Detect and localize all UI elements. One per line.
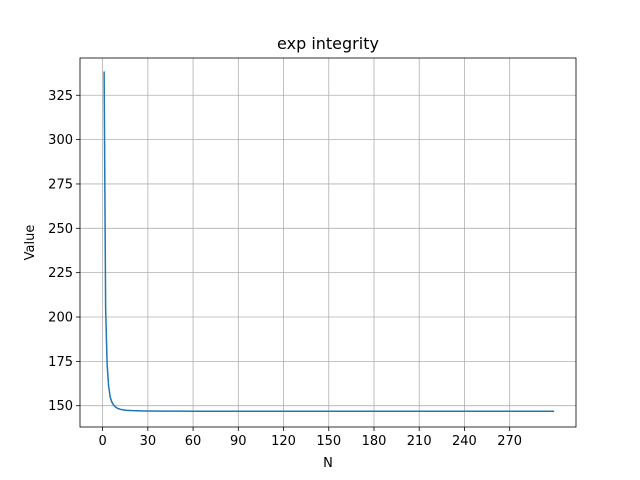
series-line <box>103 71 555 412</box>
chart-title: exp integrity <box>277 34 379 53</box>
grid <box>80 58 576 427</box>
x-tick-label: 0 <box>98 434 106 449</box>
y-tick-label: 175 <box>48 355 73 370</box>
series-layer <box>103 71 555 412</box>
x-tick-label: 180 <box>362 434 387 449</box>
y-tick-label: 275 <box>48 177 73 192</box>
x-tick-label: 270 <box>497 434 522 449</box>
x-tick-label: 150 <box>316 434 341 449</box>
x-tick-label: 240 <box>452 434 477 449</box>
y-tick-label: 150 <box>48 399 73 414</box>
y-tick-label: 225 <box>48 266 73 281</box>
x-tick-label: 120 <box>271 434 296 449</box>
tick-layer: 0 30 60 90 120 150 180 210 240 270 150 175 200 225 250… <box>48 89 522 449</box>
y-axis-label: Value <box>23 225 38 261</box>
x-axis-label: N <box>323 456 333 471</box>
y-tick-label: 325 <box>48 89 73 104</box>
x-tick-label: 210 <box>407 434 432 449</box>
x-tick-label: 90 <box>230 434 247 449</box>
x-tick-label: 30 <box>140 434 157 449</box>
y-tick-label: 200 <box>48 311 73 326</box>
plot-frame <box>79 57 577 428</box>
y-tick-label: 300 <box>48 133 73 148</box>
x-tick-label: 60 <box>185 434 202 449</box>
y-tick-label: 250 <box>48 222 73 237</box>
